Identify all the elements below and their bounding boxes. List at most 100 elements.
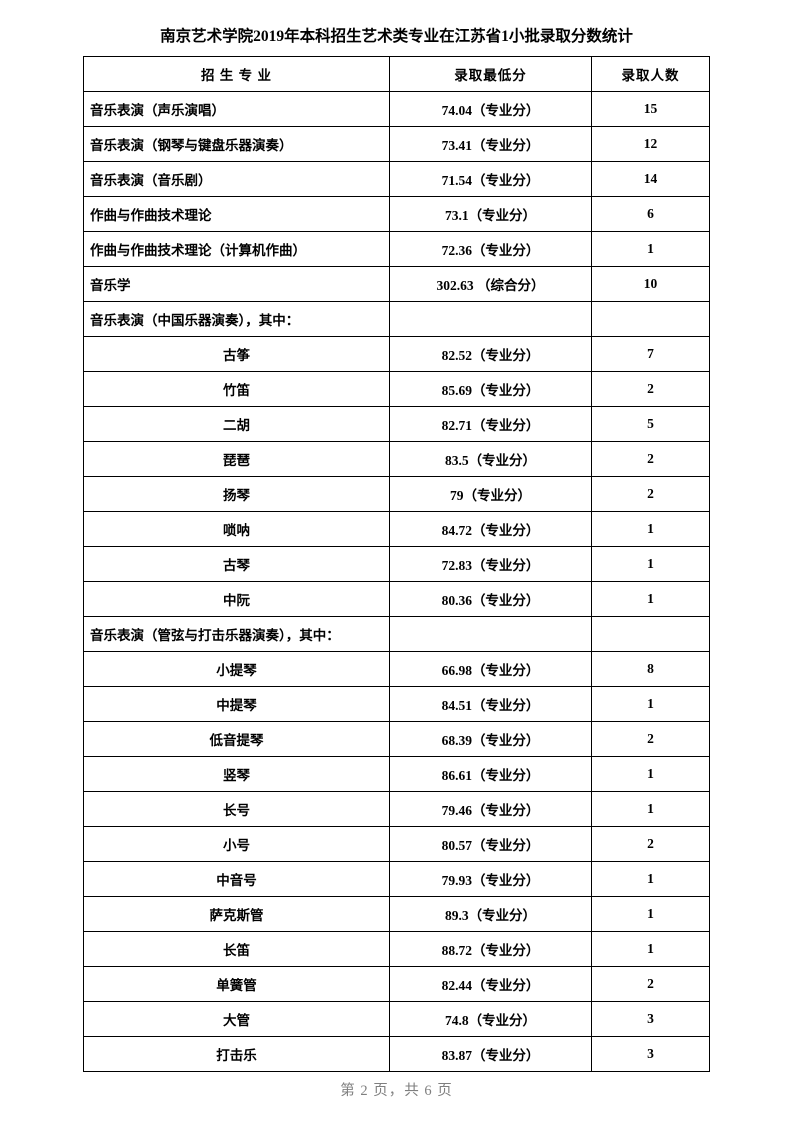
- cell-admitted-count: 2: [591, 441, 710, 477]
- cell-admitted-count: 1: [591, 546, 710, 582]
- cell-major: 古筝: [83, 336, 390, 372]
- cell-major: 大管: [83, 1001, 390, 1037]
- table-row: 低音提琴 68.39（专业分） 2: [83, 721, 710, 757]
- cell-major: 作曲与作曲技术理论: [83, 196, 390, 232]
- table-row: 作曲与作曲技术理论 73.1（专业分） 6: [83, 196, 710, 232]
- table-row: 长号 79.46（专业分） 1: [83, 791, 710, 827]
- cell-major: 扬琴: [83, 476, 390, 512]
- cell-admitted-count: 6: [591, 196, 710, 232]
- cell-major: 竹笛: [83, 371, 390, 407]
- column-header-min-score: 录取最低分: [389, 56, 592, 92]
- cell-admitted-count: 2: [591, 826, 710, 862]
- table-row: 音乐表演（声乐演唱） 74.04（专业分） 15: [83, 91, 710, 127]
- cell-admitted-count: [591, 301, 710, 337]
- cell-min-score: 86.61（专业分）: [389, 756, 592, 792]
- table-row: 二胡 82.71（专业分） 5: [83, 406, 710, 442]
- table-row: 竖琴 86.61（专业分） 1: [83, 756, 710, 792]
- cell-major: 长笛: [83, 931, 390, 967]
- cell-major: 单簧管: [83, 966, 390, 1002]
- cell-min-score: 73.1（专业分）: [389, 196, 592, 232]
- cell-major: 小号: [83, 826, 390, 862]
- table-row: 音乐表演（钢琴与键盘乐器演奏） 73.41（专业分） 12: [83, 126, 710, 162]
- cell-major: 音乐表演（声乐演唱）: [83, 91, 390, 127]
- cell-admitted-count: 10: [591, 266, 710, 302]
- page-title: 南京艺术学院2019年本科招生艺术类专业在江苏省1小批录取分数统计: [160, 28, 633, 45]
- cell-admitted-count: 2: [591, 476, 710, 512]
- table-row: 古琴 72.83（专业分） 1: [83, 546, 710, 582]
- cell-min-score: 72.36（专业分）: [389, 231, 592, 267]
- cell-min-score: 89.3（专业分）: [389, 896, 592, 932]
- cell-major: 古琴: [83, 546, 390, 582]
- cell-major: 萨克斯管: [83, 896, 390, 932]
- cell-admitted-count: 3: [591, 1001, 710, 1037]
- column-header-admitted-count: 录取人数: [591, 56, 710, 92]
- cell-admitted-count: 14: [591, 161, 710, 197]
- cell-major: 音乐表演（管弦与打击乐器演奏），其中：: [83, 616, 390, 652]
- cell-min-score: 71.54（专业分）: [389, 161, 592, 197]
- cell-major: 音乐表演（中国乐器演奏），其中：: [83, 301, 390, 337]
- table-row: 单簧管 82.44（专业分） 2: [83, 966, 710, 1002]
- table-row: 作曲与作曲技术理论（计算机作曲） 72.36（专业分） 1: [83, 231, 710, 267]
- cell-major: 中阮: [83, 581, 390, 617]
- table-row: 小提琴 66.98（专业分） 8: [83, 651, 710, 687]
- table-row: 竹笛 85.69（专业分） 2: [83, 371, 710, 407]
- cell-admitted-count: 2: [591, 966, 710, 1002]
- cell-major: 唢呐: [83, 511, 390, 547]
- cell-admitted-count: 1: [591, 511, 710, 547]
- cell-admitted-count: [591, 616, 710, 652]
- cell-min-score: 302.63 （综合分）: [389, 266, 592, 302]
- cell-admitted-count: 1: [591, 756, 710, 792]
- cell-admitted-count: 2: [591, 721, 710, 757]
- cell-min-score: 73.41（专业分）: [389, 126, 592, 162]
- table-row: 音乐表演（中国乐器演奏），其中：: [83, 301, 710, 337]
- cell-major: 音乐学: [83, 266, 390, 302]
- table-row: 音乐学 302.63 （综合分） 10: [83, 266, 710, 302]
- cell-admitted-count: 7: [591, 336, 710, 372]
- cell-major: 中提琴: [83, 686, 390, 722]
- cell-min-score: 68.39（专业分）: [389, 721, 592, 757]
- cell-admitted-count: 1: [591, 791, 710, 827]
- table-row: 中阮 80.36（专业分） 1: [83, 581, 710, 617]
- cell-min-score: 82.52（专业分）: [389, 336, 592, 372]
- cell-major: 音乐表演（音乐剧）: [83, 161, 390, 197]
- cell-admitted-count: 1: [591, 231, 710, 267]
- table-row: 大管 74.8（专业分） 3: [83, 1001, 710, 1037]
- cell-min-score: 80.36（专业分）: [389, 581, 592, 617]
- table-row: 打击乐 83.87（专业分） 3: [83, 1036, 710, 1072]
- cell-major: 中音号: [83, 861, 390, 897]
- cell-min-score: [389, 616, 592, 652]
- cell-min-score: 72.83（专业分）: [389, 546, 592, 582]
- table-row: 中提琴 84.51（专业分） 1: [83, 686, 710, 722]
- cell-min-score: 79.46（专业分）: [389, 791, 592, 827]
- cell-min-score: 66.98（专业分）: [389, 651, 592, 687]
- cell-min-score: 79（专业分）: [389, 476, 592, 512]
- cell-min-score: 74.04（专业分）: [389, 91, 592, 127]
- cell-admitted-count: 8: [591, 651, 710, 687]
- cell-min-score: 83.87（专业分）: [389, 1036, 592, 1072]
- cell-major: 小提琴: [83, 651, 390, 687]
- cell-major: 长号: [83, 791, 390, 827]
- cell-min-score: 74.8（专业分）: [389, 1001, 592, 1037]
- cell-admitted-count: 15: [591, 91, 710, 127]
- page-footer: 第 2 页，共 6 页: [340, 1083, 453, 1099]
- admission-score-table: 招 生 专 业 录取最低分 录取人数 音乐表演（声乐演唱） 74.04（专业分） 1…: [83, 56, 710, 1072]
- cell-min-score: 80.57（专业分）: [389, 826, 592, 862]
- cell-admitted-count: 1: [591, 896, 710, 932]
- table-body: 音乐表演（声乐演唱） 74.04（专业分） 15 音乐表演（钢琴与键盘乐器演奏） 73.…: [83, 91, 710, 1072]
- cell-major: 作曲与作曲技术理论（计算机作曲）: [83, 231, 390, 267]
- table-row: 萨克斯管 89.3（专业分） 1: [83, 896, 710, 932]
- cell-major: 二胡: [83, 406, 390, 442]
- cell-major: 低音提琴: [83, 721, 390, 757]
- cell-min-score: 79.93（专业分）: [389, 861, 592, 897]
- cell-min-score: 82.71（专业分）: [389, 406, 592, 442]
- table-row: 唢呐 84.72（专业分） 1: [83, 511, 710, 547]
- cell-major: 音乐表演（钢琴与键盘乐器演奏）: [83, 126, 390, 162]
- cell-major: 打击乐: [83, 1036, 390, 1072]
- cell-admitted-count: 12: [591, 126, 710, 162]
- cell-min-score: 85.69（专业分）: [389, 371, 592, 407]
- column-header-major: 招 生 专 业: [83, 56, 390, 92]
- table-row: 扬琴 79（专业分） 2: [83, 476, 710, 512]
- cell-admitted-count: 2: [591, 371, 710, 407]
- table-row: 音乐表演（音乐剧） 71.54（专业分） 14: [83, 161, 710, 197]
